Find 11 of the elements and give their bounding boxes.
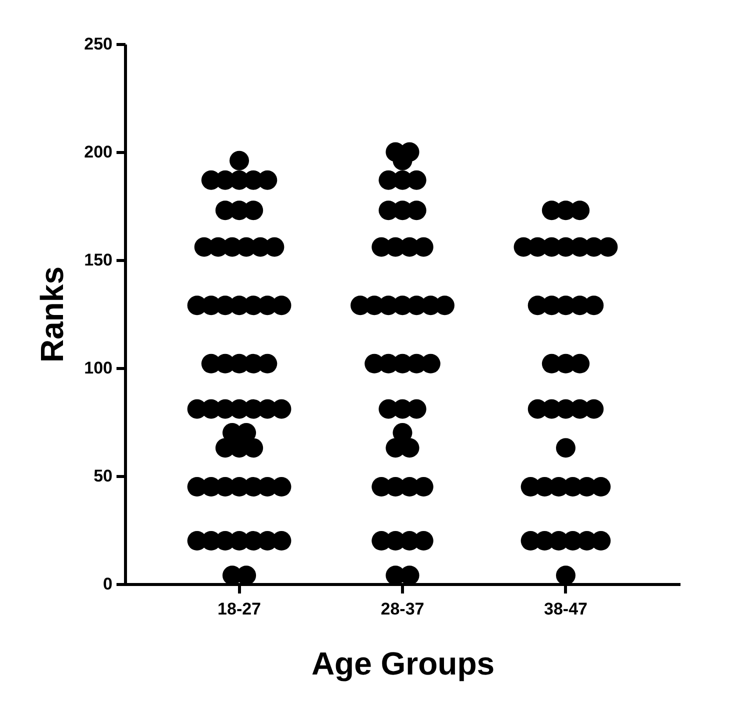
x-tick-label: 18-27 [218,600,262,618]
y-tick-label: 100 [84,358,112,378]
y-axis-title: Ranks [34,266,70,363]
y-tick-label: 200 [84,142,112,162]
x-tick-label: 28-37 [380,600,424,618]
x-axis-title: Age Groups [311,646,495,682]
y-tick-label: 150 [84,250,112,270]
y-tick-label: 50 [94,466,112,486]
y-tick-label: 0 [103,574,112,594]
y-tick-label: 250 [84,34,112,54]
x-tick-label: 38-47 [544,600,588,618]
